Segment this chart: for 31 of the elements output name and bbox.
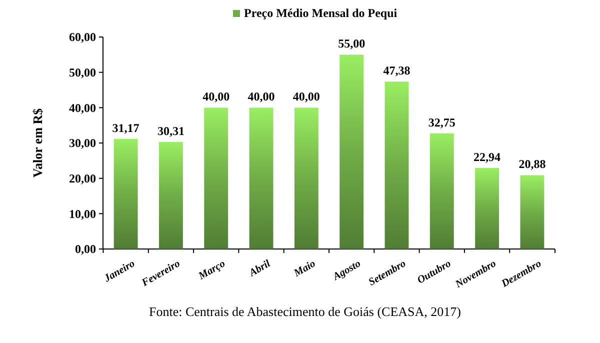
data-label: 20,88: [518, 157, 546, 172]
bar: [114, 138, 138, 249]
data-label: 47,38: [383, 64, 410, 78]
bar: [475, 168, 500, 249]
bar: [520, 175, 544, 249]
bar: [249, 108, 274, 249]
source-note: Fonte: Centrais de Abastecimento de Goiás (CEASA, 2017): [149, 304, 461, 319]
y-tick-label: 10,00: [69, 206, 96, 221]
data-label: 22,94: [474, 150, 501, 164]
bar: [294, 108, 318, 249]
y-tick-label: 0,00: [75, 242, 96, 256]
y-tick-label: 20,00: [69, 172, 96, 186]
data-label: 32,75: [428, 115, 456, 130]
data-label: 40,00: [292, 90, 320, 104]
bar: [204, 108, 228, 249]
bar: [340, 54, 364, 249]
y-tick-label: 40,00: [69, 100, 96, 115]
y-axis-title: Valor em R$: [30, 108, 45, 178]
data-label: 31,17: [112, 120, 140, 135]
bar: [158, 142, 183, 249]
data-label: 40,00: [202, 90, 230, 104]
bar: [384, 82, 409, 249]
x-tick-label: Maio: [292, 258, 318, 280]
data-label: 40,00: [248, 90, 275, 104]
data-label: 30,31: [157, 124, 184, 138]
y-tick-label: 30,00: [69, 136, 96, 150]
legend-label: Preço Médio Mensal do Pequi: [244, 6, 398, 20]
data-label: 55,00: [338, 36, 366, 51]
y-tick-label: 60,00: [69, 30, 96, 44]
y-tick-label: 50,00: [69, 66, 96, 80]
bar: [430, 133, 454, 249]
